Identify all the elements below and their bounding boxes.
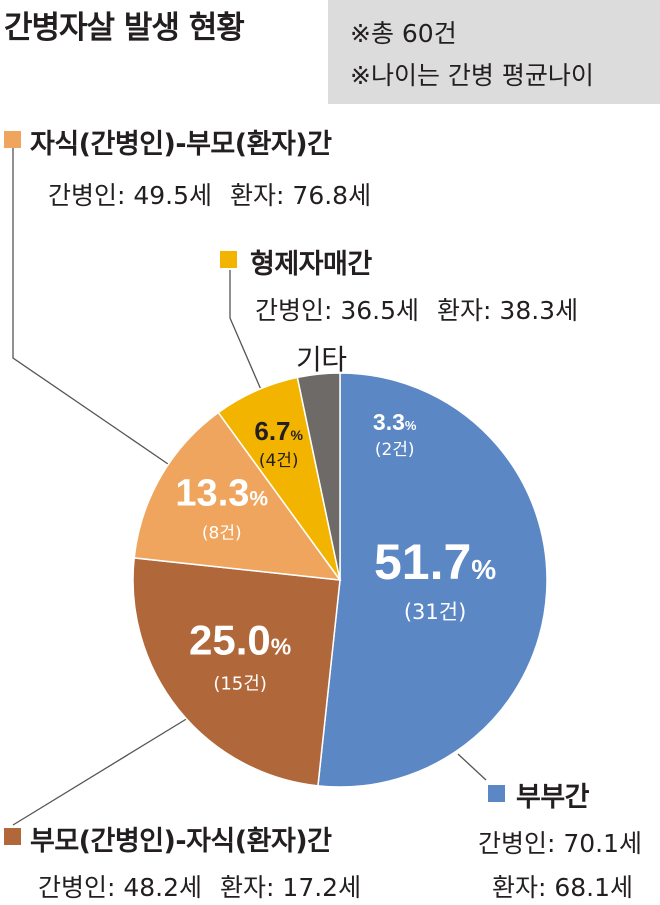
patient-age-siblings: 환자: 38.3세 (437, 296, 579, 325)
caregiver-age-spouse: 간병인: 70.1세 (478, 829, 643, 858)
percent-value-other: 3.3 (373, 409, 405, 435)
count-label-spouse: (31건) (404, 600, 466, 624)
percent-label-parent_child: 25.0% (189, 617, 291, 664)
percent-sign-spouse: % (471, 554, 496, 585)
percent-label-other: 3.3% (373, 409, 417, 435)
percent-label-siblings: 6.7% (254, 416, 303, 446)
ages-siblings: 간병인: 36.5세 환자: 38.3세 (255, 291, 578, 327)
count-label-other: (2건) (375, 440, 415, 460)
legend-swatch-child-parent (4, 131, 21, 148)
slice-parent_child (132, 557, 341, 787)
count-label-parent_child: (15건) (213, 674, 267, 695)
legend-swatch-parent-child (4, 828, 21, 845)
slice-spouse (317, 372, 548, 788)
percent-value-child_parent: 13.3 (175, 473, 249, 515)
percent-value-spouse: 51.7 (374, 534, 471, 590)
patient-age-parent-child: 환자: 17.2세 (220, 873, 362, 902)
patient-age-child-parent: 환자: 76.8세 (230, 181, 372, 210)
notes-box: ※총 60건 ※나이는 간병 평균나이 (328, 0, 660, 104)
legend-swatch-siblings (220, 251, 237, 268)
label-spouse: 부부간 (516, 782, 590, 813)
ages-parent-child: 간병인: 48.2세 환자: 17.2세 (38, 868, 361, 904)
percent-sign-parent_child: % (271, 634, 291, 660)
percent-label-child_parent: 13.3% (175, 473, 268, 515)
slice-child_parent (133, 411, 342, 581)
caregiver-age-child-parent: 간병인: 49.5세 (48, 181, 213, 210)
count-label-child_parent: (8건) (202, 524, 242, 544)
leader-child-parent (12, 148, 169, 465)
leader-spouse (457, 753, 487, 781)
label-parent-child: 부모(간병인)-자식(환자)간 (30, 826, 332, 857)
label-child-parent: 자식(간병인)-부모(환자)간 (30, 129, 332, 160)
caregiver-age-siblings: 간병인: 36.5세 (255, 296, 420, 325)
percent-value-parent_child: 25.0 (189, 617, 271, 664)
percent-label-spouse: 51.7% (374, 534, 496, 590)
leader-siblings (229, 270, 263, 393)
percent-sign-child_parent: % (249, 488, 268, 511)
patient-age-spouse: 환자: 68.1세 (492, 873, 634, 902)
label-other: 기타 (296, 343, 347, 376)
caregiver-age-parent-child: 간병인: 48.2세 (38, 873, 203, 902)
label-siblings: 형제자매간 (250, 249, 372, 280)
percent-sign-siblings: % (291, 427, 304, 443)
note-age: ※나이는 간병 평균나이 (350, 61, 594, 90)
legend-swatch-spouse (488, 785, 505, 802)
slice-other (296, 372, 341, 581)
note-total: ※총 60건 (350, 19, 457, 48)
page-title: 간병자살 발생 현황 (4, 10, 245, 46)
percent-sign-other: % (405, 418, 417, 433)
ages-child-parent: 간병인: 49.5세 환자: 76.8세 (48, 176, 371, 212)
percent-value-siblings: 6.7 (254, 416, 290, 446)
leader-parent-child (12, 717, 189, 826)
count-label-siblings: (4건) (259, 451, 299, 471)
